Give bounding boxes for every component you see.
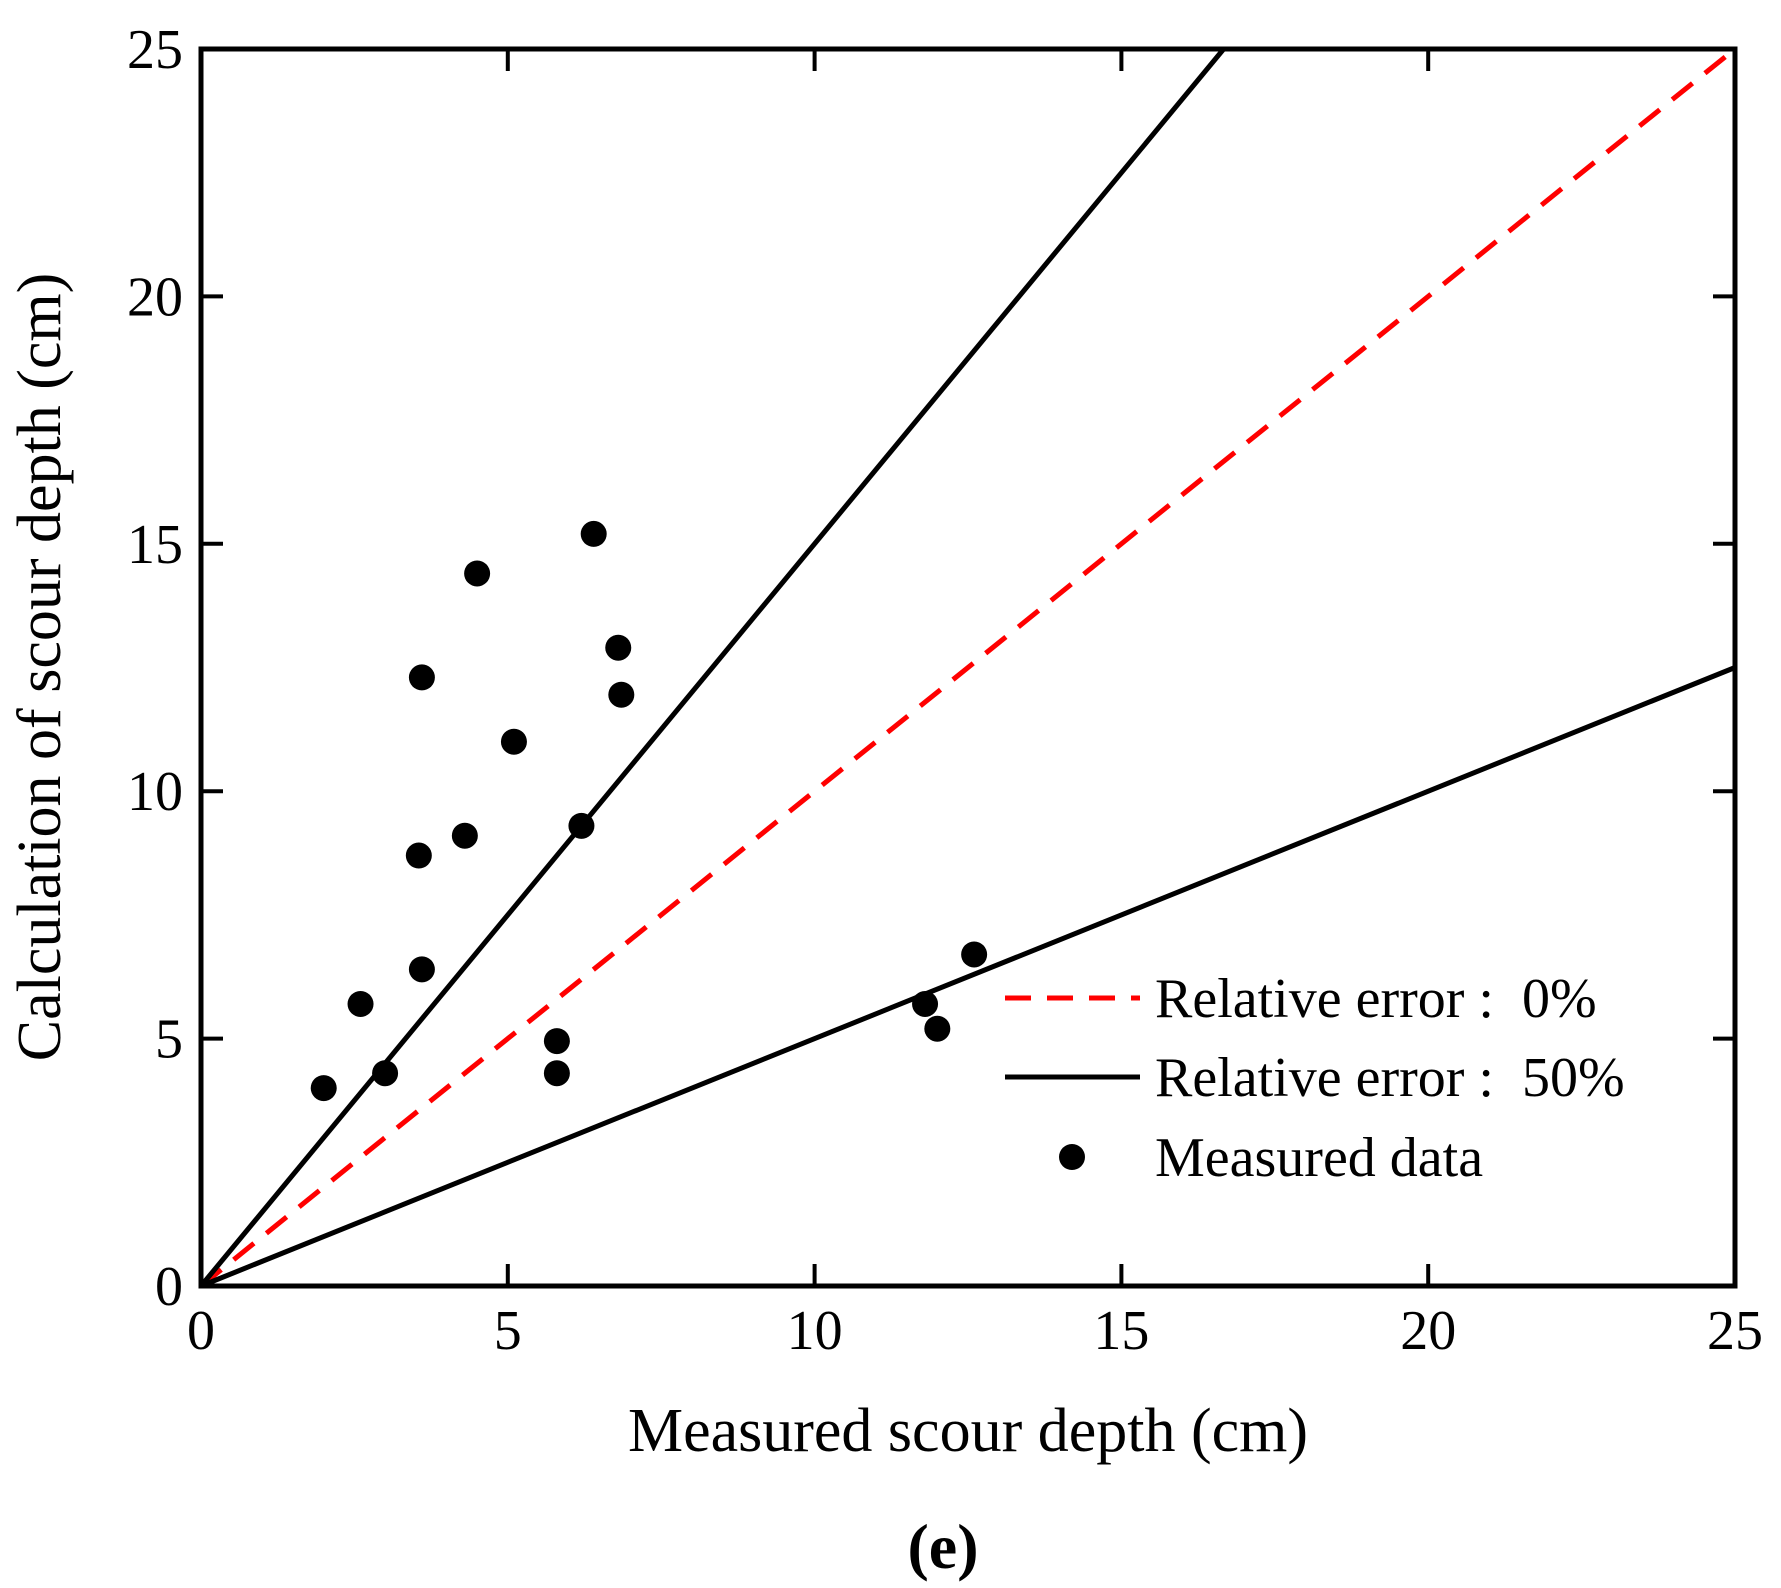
- data-point: [500, 728, 527, 755]
- data-point: [924, 1015, 951, 1042]
- data-point: [408, 956, 435, 983]
- data-point: [568, 812, 595, 839]
- y-tick-label: 20: [127, 266, 183, 328]
- data-point: [543, 1028, 570, 1055]
- y-tick-label: 0: [155, 1256, 183, 1318]
- reference-lines: [199, 47, 1737, 1289]
- x-tick-label: 5: [494, 1300, 522, 1362]
- axis-ticks: [199, 47, 1737, 1288]
- legend-marker-measured: [1059, 1144, 1085, 1170]
- panel-label: (e): [907, 1511, 978, 1582]
- y-tick-label: 5: [155, 1009, 183, 1071]
- x-tick-label: 10: [787, 1300, 843, 1362]
- data-point: [405, 842, 432, 869]
- data-point: [347, 990, 374, 1017]
- y-tick-label: 15: [127, 514, 183, 576]
- legend-label-measured: Measured data: [1155, 1127, 1483, 1189]
- x-tick-label: 0: [187, 1300, 215, 1362]
- reference-line-1: [199, 47, 1226, 1288]
- reference-line-0: [199, 47, 1737, 1288]
- data-point: [464, 560, 491, 587]
- y-tick-label: 10: [127, 761, 183, 823]
- data-point: [605, 634, 632, 661]
- data-point: [543, 1060, 570, 1087]
- data-point: [372, 1060, 399, 1087]
- y-tick-label: 25: [127, 19, 183, 81]
- legend-label-fifty-error: Relative error : 50%: [1155, 1047, 1625, 1109]
- legend: Relative error : 0% Relative error : 50%…: [1005, 968, 1625, 1189]
- x-tick-label: 20: [1400, 1300, 1456, 1362]
- x-tick-label: 25: [1707, 1300, 1763, 1362]
- plot-frame: [198, 46, 1738, 1289]
- x-axis-title: Measured scour depth (cm): [628, 1397, 1308, 1465]
- data-point: [608, 681, 635, 708]
- data-point: [451, 822, 478, 849]
- x-tick-label: 15: [1093, 1300, 1149, 1362]
- data-point: [408, 664, 435, 691]
- legend-label-zero-error: Relative error : 0%: [1155, 968, 1597, 1030]
- data-point: [912, 990, 939, 1017]
- reference-line-2: [200, 665, 1736, 1289]
- tick-labels: 0 5 10 15 20 25 0 5 10 15 20 25: [127, 19, 1763, 1362]
- data-point: [961, 941, 988, 968]
- data-point: [580, 520, 607, 547]
- y-axis-title: Calculation of scour depth (cm): [6, 273, 74, 1062]
- data-points: [310, 520, 988, 1102]
- data-point: [310, 1075, 337, 1102]
